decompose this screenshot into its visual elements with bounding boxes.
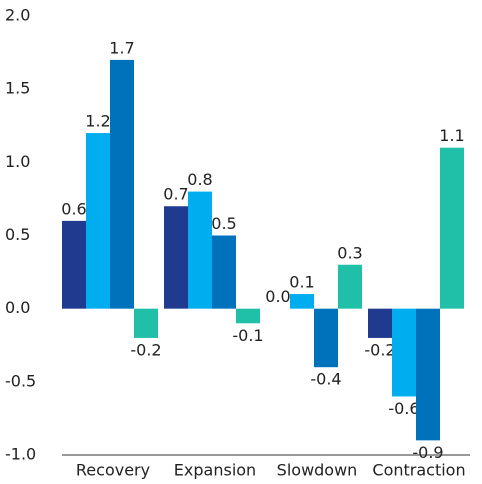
- x-tick-label: Contraction: [372, 461, 465, 480]
- bar: [62, 220, 86, 309]
- value-label: 0.1: [289, 273, 314, 292]
- value-label: 0.7: [163, 185, 188, 204]
- value-label: -0.4: [310, 370, 341, 389]
- y-tick-label: 1.0: [5, 152, 30, 171]
- value-label: -0.1: [232, 326, 263, 345]
- value-label: 0.5: [211, 214, 236, 233]
- y-tick-label: 0.5: [5, 225, 30, 244]
- bar: [134, 308, 158, 338]
- value-label: -0.2: [364, 340, 395, 359]
- value-label: 1.2: [85, 112, 110, 131]
- y-tick-label: 2.0: [5, 6, 30, 25]
- bar: [290, 294, 314, 309]
- bar: [314, 308, 338, 368]
- value-label: -0.2: [130, 340, 161, 359]
- y-tick-label: -0.5: [5, 371, 36, 390]
- value-label: -0.9: [412, 443, 443, 462]
- bar: [188, 191, 212, 309]
- y-tick-label: 1.5: [5, 79, 30, 98]
- bar: [86, 133, 110, 309]
- y-tick-label: -1.0: [5, 445, 36, 464]
- value-label: -0.6: [388, 399, 419, 418]
- x-tick-label: Expansion: [174, 461, 256, 480]
- x-tick-label: Slowdown: [277, 461, 358, 480]
- bar: [236, 308, 260, 324]
- y-tick-label: 0.0: [5, 298, 30, 317]
- bar: [440, 147, 464, 309]
- bar: [368, 308, 392, 338]
- value-label: 1.1: [439, 126, 464, 145]
- bar: [338, 264, 362, 309]
- value-label: 1.7: [109, 38, 134, 57]
- bar: [164, 206, 188, 309]
- bar: [416, 308, 440, 441]
- bar: [392, 308, 416, 397]
- bar: [212, 235, 236, 309]
- bar: [110, 59, 134, 309]
- value-label: 0.3: [337, 243, 362, 262]
- value-label: 0.6: [61, 199, 86, 218]
- x-tick-label: Recovery: [76, 461, 150, 480]
- value-label: 0.0: [265, 287, 290, 306]
- value-label: 0.8: [187, 170, 212, 189]
